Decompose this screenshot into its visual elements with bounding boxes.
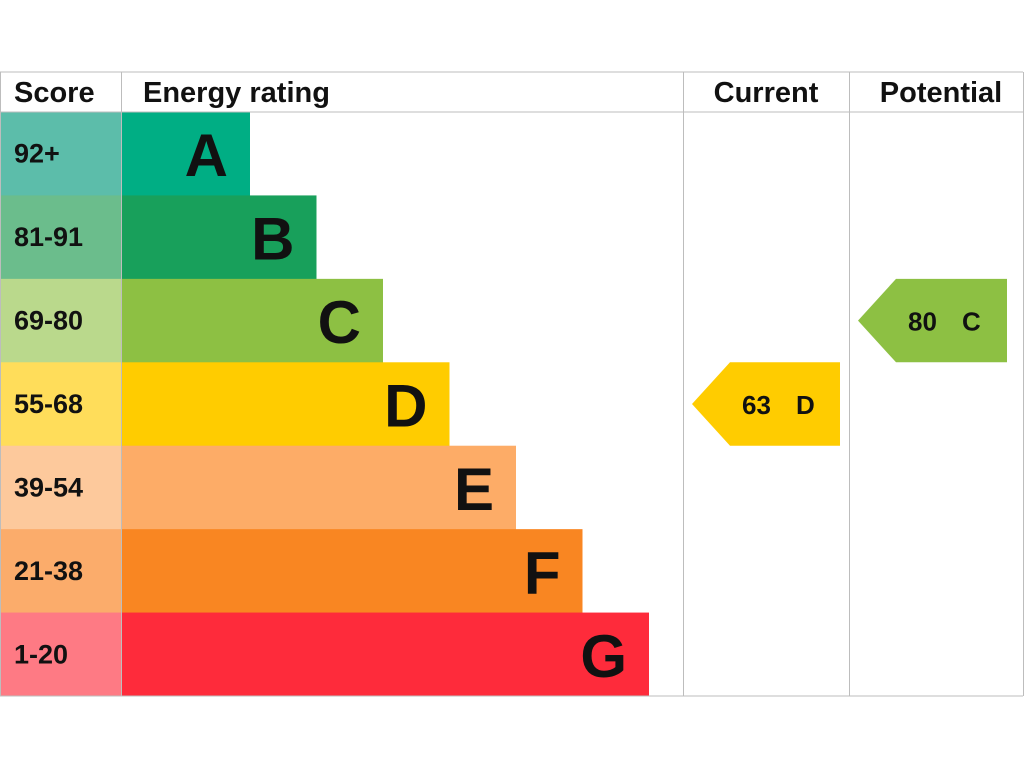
score-label: 81-91 [14,222,83,252]
score-label: 69-80 [14,306,83,336]
score-label: 55-68 [14,389,83,419]
score-cell [0,362,121,447]
potential-arrow [858,278,1007,363]
rating-bar [121,445,516,530]
column-header: Current [714,77,819,109]
rating-bar [121,362,450,447]
rating-letter: D [384,373,427,440]
potential-value: 80 [908,307,937,337]
score-label: 39-54 [14,472,83,502]
rating-letter: E [454,456,494,523]
score-label: 1-20 [14,639,68,669]
column-header: Energy rating [143,77,330,109]
rating-letter: F [524,539,561,606]
score-cell [0,112,121,196]
current-arrow [692,362,840,446]
score-cell [0,529,121,614]
potential-letter: C [962,307,981,337]
rating-bar [121,278,383,363]
rating-bar [121,195,317,280]
rating-letter: A [185,122,228,189]
rating-bar [121,112,250,196]
score-cell [0,278,121,363]
score-label: 92+ [14,139,60,169]
column-header: Score [14,77,95,109]
score-cell [0,612,121,697]
rating-letter: G [580,623,627,690]
current-value: 63 [742,390,771,420]
rating-letter: C [318,289,361,356]
current-letter: D [796,390,815,420]
score-cell [0,195,121,280]
column-header: Potential [880,77,1002,109]
rating-bar [121,612,649,697]
score-label: 21-38 [14,556,83,586]
score-cell [0,445,121,530]
rating-letter: B [251,206,294,273]
rating-bar [121,529,583,614]
